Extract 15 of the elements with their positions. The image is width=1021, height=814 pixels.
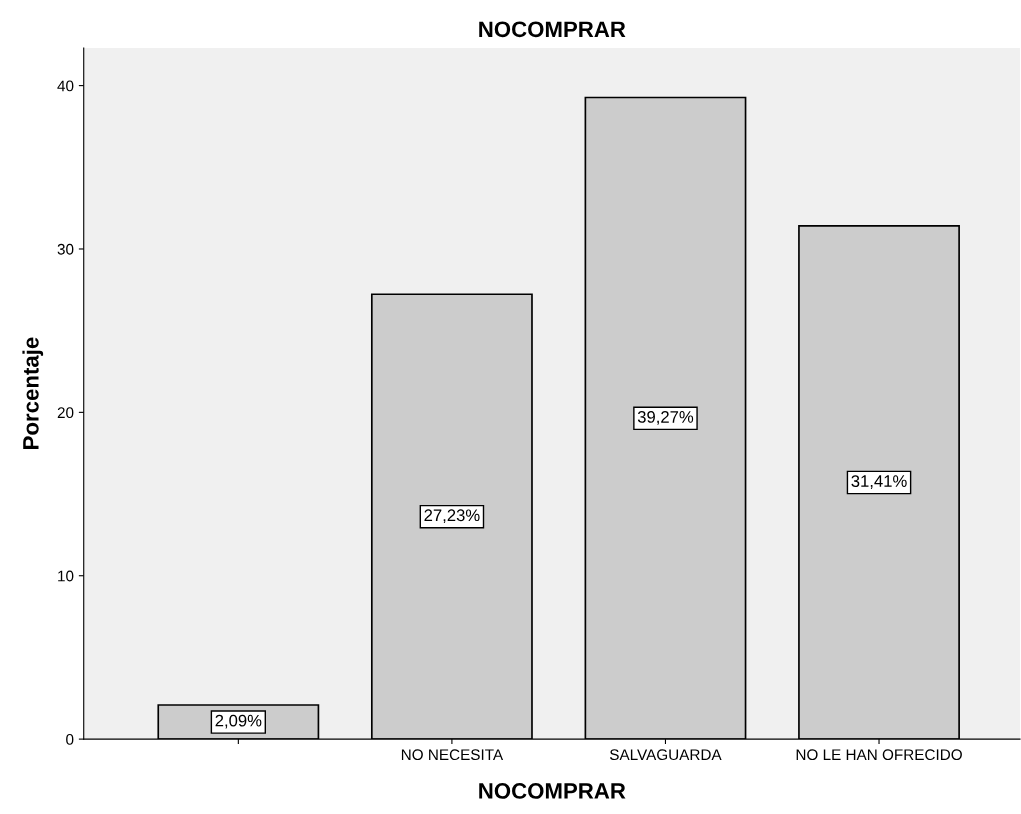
x-tick-label: SALVAGUARDA xyxy=(609,749,722,761)
y-tick-label: 40 xyxy=(57,80,74,92)
y-tick-label: 30 xyxy=(57,243,74,255)
chart-title: NOCOMPRAR xyxy=(479,21,626,38)
data-label: 2,09% xyxy=(215,714,262,729)
x-tick-label: NO NECESITA xyxy=(401,749,504,761)
data-label: 31,41% xyxy=(851,475,907,489)
y-tick-label: 20 xyxy=(57,407,74,419)
y-tick-label: 0 xyxy=(66,733,74,745)
x-axis-title: NOCOMPRAR xyxy=(479,783,626,799)
x-tick-label: NO LE HAN OFRECIDO xyxy=(796,749,962,761)
data-label: 27,23% xyxy=(424,509,480,524)
data-label: 39,27% xyxy=(637,410,694,425)
y-axis-title: Porcentaje xyxy=(22,337,44,449)
y-tick-label: 10 xyxy=(58,570,74,582)
